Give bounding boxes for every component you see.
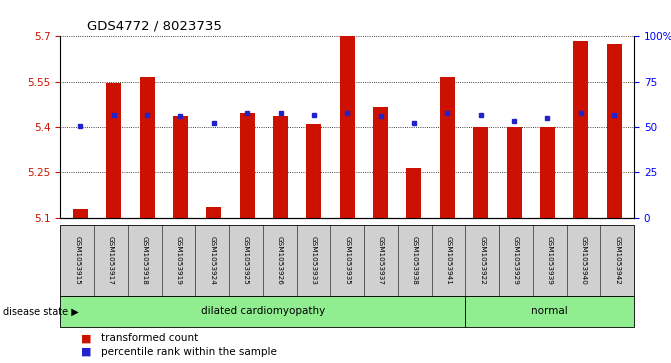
Bar [340, 36, 355, 218]
Text: GSM1053938: GSM1053938 [412, 236, 418, 285]
Bar [173, 117, 188, 218]
Bar [473, 127, 488, 218]
Bar [106, 83, 121, 218]
Text: GSM1053924: GSM1053924 [209, 236, 215, 285]
Text: GSM1053939: GSM1053939 [547, 236, 553, 285]
Text: GSM1053933: GSM1053933 [311, 236, 317, 285]
Text: ■: ■ [81, 333, 91, 343]
Text: dilated cardiomyopathy: dilated cardiomyopathy [201, 306, 325, 316]
Text: GSM1053940: GSM1053940 [580, 236, 586, 285]
Bar [273, 117, 288, 218]
Bar [206, 207, 221, 218]
Bar [573, 41, 588, 218]
Text: ■: ■ [81, 347, 91, 357]
Text: GSM1053917: GSM1053917 [108, 236, 114, 285]
Text: GSM1053925: GSM1053925 [243, 236, 249, 285]
Text: normal: normal [531, 306, 568, 316]
Bar [540, 127, 555, 218]
Text: GSM1053937: GSM1053937 [378, 236, 384, 285]
Text: GSM1053935: GSM1053935 [344, 236, 350, 285]
Bar [307, 124, 321, 218]
Bar [407, 168, 421, 218]
Bar [140, 77, 154, 218]
Bar [73, 209, 88, 218]
Text: GSM1053915: GSM1053915 [74, 236, 81, 285]
Bar [607, 44, 621, 218]
Bar [440, 77, 455, 218]
Bar [507, 127, 521, 218]
Bar [373, 107, 388, 218]
Text: GSM1053942: GSM1053942 [614, 236, 620, 285]
Text: GSM1053922: GSM1053922 [479, 236, 485, 285]
Text: GSM1053941: GSM1053941 [446, 236, 452, 285]
Text: GSM1053918: GSM1053918 [142, 236, 148, 285]
Text: GSM1053929: GSM1053929 [513, 236, 519, 285]
Text: transformed count: transformed count [101, 333, 198, 343]
Text: GSM1053919: GSM1053919 [176, 236, 182, 285]
Text: percentile rank within the sample: percentile rank within the sample [101, 347, 276, 357]
Text: GDS4772 / 8023735: GDS4772 / 8023735 [87, 20, 222, 33]
Bar [240, 113, 255, 218]
Text: GSM1053926: GSM1053926 [276, 236, 282, 285]
Text: disease state ▶: disease state ▶ [3, 306, 79, 316]
